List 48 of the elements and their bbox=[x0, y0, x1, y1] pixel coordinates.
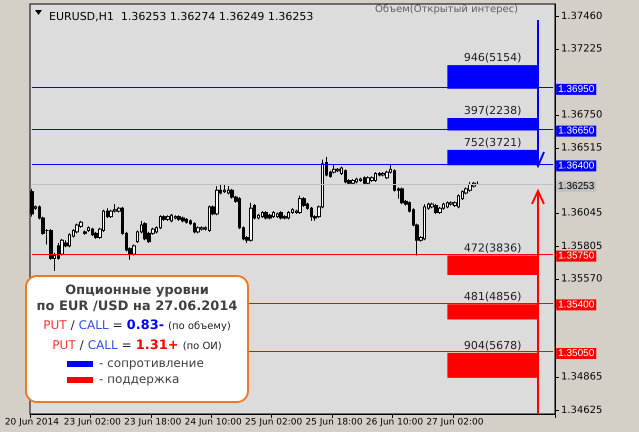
annotation: CALL bbox=[88, 338, 118, 352]
x-tick-label: 24 Jun 10:00 bbox=[184, 418, 242, 428]
annotation: (по объему) bbox=[168, 321, 231, 332]
band-label: 481(4856) bbox=[464, 290, 522, 304]
annotation: = bbox=[122, 338, 132, 352]
annotation: = bbox=[112, 318, 123, 332]
annotation: / bbox=[80, 338, 84, 352]
x-tick-label: 25 Jun 02:00 bbox=[245, 418, 302, 428]
y-tick-label: 1.36750 bbox=[561, 110, 602, 121]
y-tick-label: 1.35570 bbox=[561, 274, 602, 285]
annotation: / bbox=[70, 318, 75, 332]
x-tick-label: 23 Jun 02:00 bbox=[64, 418, 122, 428]
annotation: 1.31+ bbox=[136, 338, 179, 353]
x-tick-label: 20 Jun 2014 bbox=[4, 418, 60, 428]
annotation: по EUR /USD на 27.06.2014 bbox=[36, 299, 238, 314]
ref-line-label: 1.36400 bbox=[558, 160, 595, 172]
ref-line-label: 1.36650 bbox=[558, 126, 595, 137]
y-tick-label: 1.37225 bbox=[561, 44, 602, 55]
annotation: PUT bbox=[43, 318, 67, 332]
ref-line-label: 1.36950 bbox=[558, 84, 595, 95]
band-label: 946(5154) bbox=[464, 51, 522, 64]
y-tick-label: 1.37460 bbox=[561, 11, 602, 22]
x-tick-label: 26 Jun 10:00 bbox=[366, 418, 424, 428]
text: EURUSD,H1 1.36253 1.36274 1.36249 1.36253 bbox=[49, 10, 314, 23]
y-tick-label: 1.36045 bbox=[561, 208, 602, 219]
annotation: (по ОИ) bbox=[182, 341, 222, 352]
ref-line-label: 1.35400 bbox=[558, 299, 595, 310]
annotation: CALL bbox=[78, 318, 109, 332]
annotation: Объем(Открытый интерес) bbox=[375, 4, 518, 15]
ref-line-label: 1.35750 bbox=[558, 250, 595, 262]
y-tick-label: 1.34625 bbox=[561, 405, 602, 416]
x-tick-label: 27 Jun 02:00 bbox=[426, 418, 484, 428]
x-tick-label: 25 Jun 18:00 bbox=[305, 418, 363, 428]
ref-line-label: 1.35050 bbox=[558, 348, 595, 359]
band-label: 904(5678) bbox=[464, 338, 522, 352]
band-label: 472(3836) bbox=[464, 242, 522, 255]
annotation: - поддержка bbox=[99, 372, 180, 386]
annotation: - сопротивление bbox=[99, 356, 204, 370]
band-label: 752(3721) bbox=[464, 136, 522, 149]
y-tick-label: 1.34865 bbox=[561, 372, 602, 383]
annotation: Опционные уровни bbox=[65, 283, 209, 298]
y-tick-label: 1.36515 bbox=[561, 142, 602, 154]
annotation: PUT bbox=[52, 338, 76, 352]
x-tick-label: 23 Jun 18:00 bbox=[124, 418, 182, 428]
band-label: 397(2238) bbox=[464, 104, 522, 117]
y-tick-label: 1.35805 bbox=[561, 241, 602, 252]
annotation: 0.83- bbox=[126, 318, 164, 333]
ref-line-label: 1.36253 bbox=[558, 180, 595, 192]
